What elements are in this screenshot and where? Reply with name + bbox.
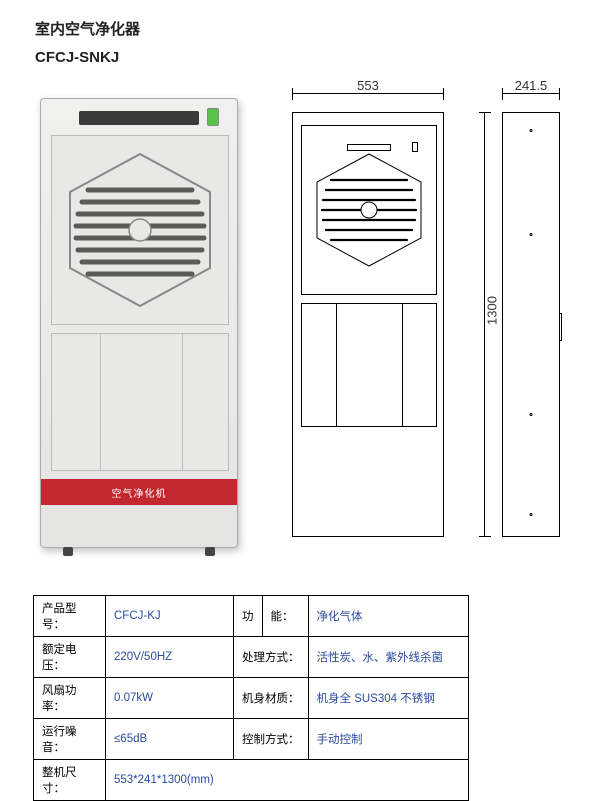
dim-width-label: 553	[280, 78, 456, 93]
product-render: 空气净化机	[30, 88, 248, 568]
model-code: CFCJ-SNKJ	[35, 49, 595, 66]
table-row: 额定电压： 220V/50HZ 处理方式： 活性炭、水、紫外线杀菌	[34, 637, 469, 678]
control-bar	[79, 111, 199, 125]
spec-label: 运行噪音：	[34, 719, 106, 760]
spec-value: 553*241*1300(mm)	[106, 760, 469, 801]
table-row: 风扇功率： 0.07kW 机身材质： 机身全 SUS304 不锈钢	[34, 678, 469, 719]
spec-label: 处理方式：	[234, 637, 309, 678]
spec-label: 能：	[262, 596, 308, 637]
spec-value: 净化气体	[308, 596, 468, 637]
spec-table: 产品型号： CFCJ-KJ 功 能： 净化气体 额定电压： 220V/50HZ …	[33, 595, 469, 801]
spec-label: 机身材质：	[234, 678, 309, 719]
spec-label: 风扇功率：	[34, 678, 106, 719]
vent-panel	[51, 135, 229, 325]
spec-label: 整机尺寸：	[34, 760, 106, 801]
mid-panel	[51, 333, 229, 471]
spec-value: ≤65dB	[106, 719, 234, 760]
front-view-drawing: 553	[280, 88, 470, 548]
spec-label: 控制方式：	[234, 719, 309, 760]
spec-value: 活性炭、水、紫外线杀菌	[308, 637, 468, 678]
table-row: 产品型号： CFCJ-KJ 功 能： 净化气体	[34, 596, 469, 637]
spec-label: 额定电压：	[34, 637, 106, 678]
vent-grille-icon	[60, 150, 220, 310]
power-button-icon	[207, 108, 219, 126]
spec-value: 手动控制	[308, 719, 468, 760]
table-row: 运行噪音： ≤65dB 控制方式： 手动控制	[34, 719, 469, 760]
brand-label: 空气净化机	[112, 485, 167, 500]
brand-band: 空气净化机	[41, 479, 237, 505]
page-title: 室内空气净化器	[35, 18, 595, 39]
dim-depth-label: 241.5	[498, 78, 564, 93]
table-row: 整机尺寸： 553*241*1300(mm)	[34, 760, 469, 801]
spec-value: 机身全 SUS304 不锈钢	[308, 678, 468, 719]
spec-value: CFCJ-KJ	[106, 596, 234, 637]
vent-outline-icon	[309, 150, 429, 270]
side-view-drawing: 241.5	[498, 88, 576, 548]
spec-value: 220V/50HZ	[106, 637, 234, 678]
spec-label: 产品型号：	[34, 596, 106, 637]
diagram-area: 空气净化机 553	[30, 88, 570, 568]
spec-label: 功	[234, 596, 263, 637]
spec-value: 0.07kW	[106, 678, 234, 719]
